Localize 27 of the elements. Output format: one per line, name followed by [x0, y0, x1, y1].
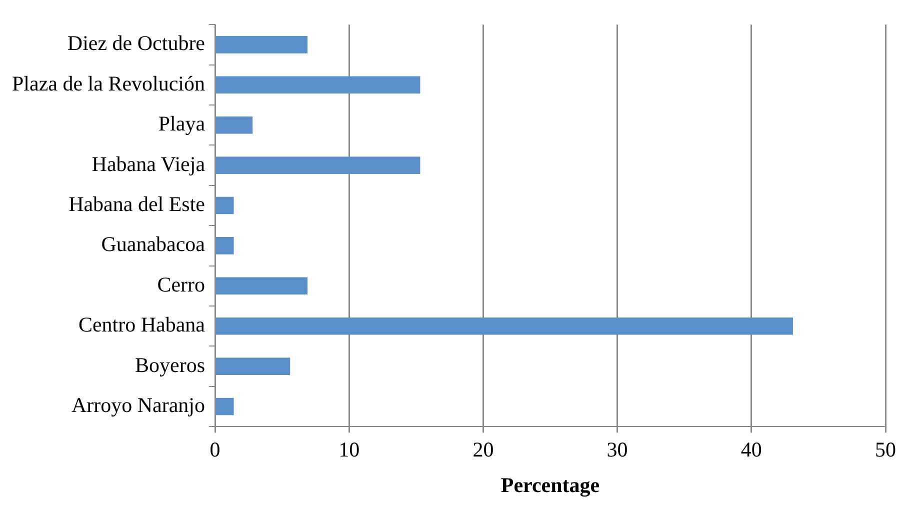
- x-tick-label: 50: [875, 438, 896, 462]
- x-tick-label: 10: [338, 438, 360, 462]
- y-tick-label: Playa: [158, 112, 206, 136]
- x-tick-label: 0: [210, 438, 220, 462]
- y-tick-label: Plaza de la Revolución: [12, 71, 206, 96]
- y-tick-label: Habana Vieja: [92, 152, 206, 176]
- bar: [216, 116, 253, 134]
- x-tick-label: 20: [472, 438, 494, 462]
- y-tick-label: Cerro: [157, 272, 206, 296]
- y-tick-label: Habana del Este: [68, 192, 206, 216]
- y-tick-label: Centro Habana: [78, 312, 206, 337]
- y-tick-label: Guanabacoa: [101, 232, 206, 256]
- bar: [216, 237, 234, 254]
- x-axis-title: Percentage: [500, 472, 600, 497]
- bar: [216, 36, 308, 54]
- x-tick-label: 40: [740, 438, 762, 462]
- y-tick-label: Diez de Octubre: [67, 31, 206, 56]
- y-tick-label: Boyeros: [135, 352, 206, 377]
- bar: [216, 317, 793, 335]
- bar: [216, 277, 308, 295]
- bar: [216, 398, 234, 416]
- y-tick-label: Arroyo Naranjo: [71, 393, 206, 418]
- bar: [216, 196, 234, 214]
- bar: [216, 76, 420, 94]
- bar: [216, 358, 290, 375]
- bar: [216, 156, 420, 174]
- x-tick-label: 30: [606, 438, 628, 462]
